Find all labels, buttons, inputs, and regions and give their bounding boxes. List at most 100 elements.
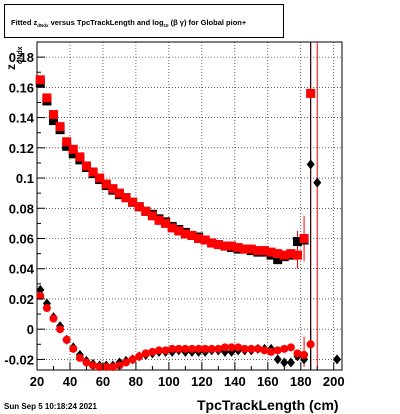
square-marker	[81, 161, 91, 171]
circle-marker	[201, 344, 210, 353]
data-markers	[35, 75, 342, 371]
square-marker	[141, 206, 151, 216]
diamond-marker	[313, 177, 322, 188]
circle-marker	[181, 344, 190, 353]
square-marker	[292, 250, 302, 260]
square-marker	[161, 218, 171, 228]
diamond-marker	[333, 354, 342, 365]
circle-marker	[141, 349, 150, 358]
square-marker	[213, 240, 223, 250]
x-tick-label: 120	[191, 374, 213, 389]
square-marker	[154, 215, 164, 225]
circle-marker	[122, 358, 131, 367]
square-marker	[273, 255, 283, 265]
square-marker	[266, 247, 276, 257]
circle-marker	[253, 344, 262, 353]
circle-marker	[286, 343, 295, 352]
axes: 20 40 60 80 100 120 140 160 180 200 -0.02 0 0.02 0.04…	[4, 50, 344, 389]
x-tick-label: 80	[129, 374, 143, 389]
x-tick-label: 100	[158, 374, 180, 389]
circle-marker	[234, 343, 243, 352]
square-marker	[68, 149, 78, 159]
square-marker	[128, 197, 138, 207]
circle-marker	[49, 314, 58, 323]
square-marker	[62, 141, 72, 151]
circle-marker	[155, 346, 163, 355]
square-marker	[48, 116, 58, 126]
x-tick-label: 200	[323, 374, 345, 389]
square-marker	[279, 250, 289, 260]
y-tick-label: 0.16	[9, 80, 34, 95]
x-tick-label: 20	[30, 374, 44, 389]
diamond-marker	[273, 354, 282, 365]
circle-marker	[247, 344, 256, 353]
square-marker	[273, 249, 283, 259]
square-marker	[194, 233, 204, 243]
y-tick-label: 0.12	[9, 141, 34, 156]
circle-marker	[174, 344, 183, 353]
circle-marker	[273, 346, 282, 355]
diamond-marker	[36, 284, 45, 295]
square-marker	[286, 249, 296, 259]
circle-marker	[108, 362, 117, 371]
circle-marker	[293, 349, 302, 358]
y-tick-label: 0.02	[9, 292, 34, 307]
square-marker	[174, 226, 184, 236]
square-marker	[260, 246, 270, 256]
circle-marker	[69, 344, 78, 353]
y-tick-label: -0.02	[4, 352, 34, 367]
y-axis-label: z	[4, 64, 18, 70]
circle-marker	[148, 347, 157, 356]
grid-lines	[36, 42, 342, 370]
square-marker	[134, 202, 144, 212]
circle-marker	[56, 325, 65, 334]
circle-marker	[214, 344, 223, 353]
y-tick-label: 0.04	[9, 262, 35, 277]
square-marker	[88, 167, 98, 177]
plot-frame	[36, 41, 343, 371]
square-marker	[180, 229, 190, 239]
square-marker	[240, 244, 250, 254]
square-marker	[95, 173, 105, 183]
x-axis-label: TpcTrackLength (cm)	[197, 397, 339, 413]
circle-marker	[227, 343, 236, 352]
diamond-marker	[286, 357, 295, 368]
circle-marker	[207, 344, 216, 353]
square-marker	[35, 75, 45, 85]
square-marker	[306, 88, 316, 98]
circle-marker	[168, 344, 177, 353]
x-tick-label: 40	[63, 374, 77, 389]
circle-marker	[260, 346, 269, 355]
square-marker	[233, 243, 243, 253]
circle-marker	[82, 358, 91, 367]
circle-marker	[115, 361, 124, 370]
square-marker	[62, 137, 72, 147]
circle-marker	[95, 362, 104, 371]
square-marker	[114, 188, 124, 198]
x-tick-label: 140	[224, 374, 246, 389]
y-tick-label: 0.08	[9, 201, 34, 216]
circle-marker	[300, 350, 309, 359]
circle-marker	[194, 344, 203, 353]
x-tick-label: 160	[257, 374, 279, 389]
diamond-marker	[306, 159, 315, 170]
circle-marker	[102, 362, 111, 371]
square-marker	[207, 238, 217, 248]
circle-marker	[128, 355, 137, 364]
square-marker	[48, 110, 58, 120]
y-tick-label: 0.18	[9, 50, 34, 65]
square-marker	[187, 230, 197, 240]
y-axis-label-subscript: dNdx	[17, 46, 24, 64]
circle-marker	[135, 352, 144, 361]
timestamp: Sun Sep 5 10:18:24 2021	[4, 402, 97, 411]
circle-marker	[220, 343, 229, 352]
square-marker	[227, 241, 237, 251]
circle-marker	[240, 344, 249, 353]
circle-marker	[36, 291, 45, 300]
y-tick-label: 0.06	[9, 231, 34, 246]
circle-marker	[62, 335, 71, 344]
square-marker	[246, 244, 256, 254]
square-marker	[147, 211, 157, 221]
square-marker	[75, 152, 85, 162]
